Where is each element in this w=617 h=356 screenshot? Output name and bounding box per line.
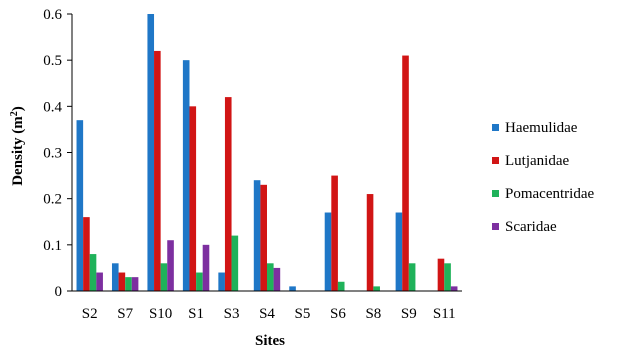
bar-scaridae-s10 [167,240,174,291]
bar-lutjanidae-s2 [83,217,90,291]
bar-scaridae-s11 [450,286,458,291]
bar-scaridae-s1 [202,244,210,291]
bar-lutjanidae-s1 [189,106,197,291]
bar-lutjanidae-s8 [366,194,374,291]
bar-lutjanidae-s3 [224,97,232,291]
bar-pomacentridae-s4 [267,263,274,291]
legend-swatch-lutjanidae [492,157,499,164]
bar-pomacentridae-s9 [408,263,416,291]
y-tick-label: 0.4 [43,99,62,115]
legend-swatch-haemulidae [492,124,499,131]
y-axis-title-superscript: 2 [9,111,20,116]
bar-lutjanidae-s11 [437,258,445,291]
x-axis-title: Sites [255,333,285,349]
x-tick-label: S1 [188,306,204,322]
bar-haemulidae-s6 [324,212,332,291]
bar-lutjanidae-s6 [331,175,338,291]
axes: 0 0.1 0.2 0.3 0.4 0.5 0.6 S2 S7 S10 S1 S3 S4 S5 S6 S8 S9… [43,7,462,322]
bar-pomacentridae-s1 [196,272,203,291]
plot-area [76,14,458,292]
legend-label-pomacentridae: Pomacentridae [505,186,594,202]
y-tick-label: 0.2 [43,192,62,208]
y-tick-label: 0.3 [43,146,62,162]
y-tick-label: 0.1 [43,238,62,254]
x-tick-label: S8 [365,306,381,322]
bar-scaridae-s4 [273,267,281,291]
bar-haemulidae-s7 [111,263,119,291]
legend-swatch-pomacentridae [492,190,499,197]
x-tick-label: S11 [433,306,456,322]
bar-lutjanidae-s9 [402,55,409,291]
legend: Haemulidae Lutjanidae Pomacentridae Scarida… [492,120,594,235]
bar-haemulidae-s9 [395,212,403,291]
bar-pomacentridae-s10 [160,263,168,291]
x-tick-label: S4 [259,306,275,322]
legend-label-scaridae: Scaridae [505,219,557,235]
y-tick-label: 0.6 [43,7,62,23]
bar-pomacentridae-s8 [373,286,380,291]
bar-haemulidae-s1 [182,60,190,291]
bar-lutjanidae-s4 [260,184,267,291]
y-axis-title-base: Density (m [10,116,26,186]
bar-pomacentridae-s2 [89,254,97,291]
x-tick-label: S6 [330,306,346,322]
x-tick-label: S7 [117,306,133,322]
bar-haemulidae-s10 [147,14,155,291]
bar-lutjanidae-s7 [118,272,126,291]
x-tick-label: S10 [149,306,172,322]
bar-haemulidae-s3 [218,272,225,291]
bar-pomacentridae-s3 [231,235,239,291]
x-tick-label: S9 [401,306,417,322]
bar-pomacentridae-s7 [125,277,132,291]
bar-lutjanidae-s10 [154,50,161,292]
legend-label-haemulidae: Haemulidae [505,120,578,136]
bar-scaridae-s2 [96,272,103,291]
x-tick-label: S5 [295,306,311,322]
bar-scaridae-s7 [131,277,139,291]
y-axis-title: Density (m2) [9,106,27,186]
x-tick-label: S2 [82,306,98,322]
y-axis-title-close: ) [10,106,26,111]
bar-pomacentridae-s11 [444,263,451,291]
legend-swatch-scaridae [492,223,499,230]
bar-haemulidae-s5 [289,286,296,291]
y-tick-label: 0 [55,284,63,300]
bar-pomacentridae-s6 [337,281,345,291]
legend-label-lutjanidae: Lutjanidae [505,153,569,169]
bar-haemulidae-s2 [76,120,84,292]
bar-haemulidae-s4 [253,180,261,291]
x-tick-label: S3 [224,306,240,322]
y-tick-label: 0.5 [43,53,62,69]
